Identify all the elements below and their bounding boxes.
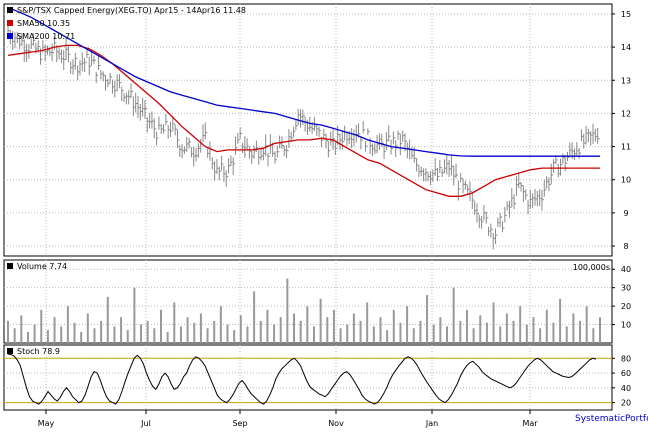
- price-legend-swatch: [7, 7, 13, 13]
- price-ytick-label: 12: [621, 109, 631, 118]
- x-tick-label: May: [38, 419, 55, 428]
- price-ytick-label: 13: [621, 76, 631, 85]
- price-legend-label: SMA50 10.35: [17, 19, 70, 28]
- stoch-ytick-label: 60: [621, 369, 631, 378]
- volume-legend-label: Volume 7.74: [17, 262, 67, 271]
- x-tick-label: Mar: [522, 419, 538, 428]
- volume-ytick-label: 20: [621, 302, 631, 311]
- volume-panel: 10 20 30 40 Volume 7.74 100,000s: [3, 259, 631, 344]
- price-panel: 8 9 10 11 12 13 14 15 S&P/TSX Capped Energy(XEG.…: [3, 3, 631, 257]
- price-ytick-label: 8: [623, 242, 628, 251]
- price-ytick-label: 14: [621, 43, 631, 52]
- stochastic-panel: 20 40 60 80 Stoch 78.9: [3, 344, 631, 411]
- price-legend-label: SMA200 10.71: [17, 32, 75, 41]
- series-line-sma200: [7, 6, 600, 157]
- stoch-ytick-label: 80: [621, 354, 631, 363]
- price-legend-swatch: [7, 20, 13, 26]
- price-ytick-label: 15: [621, 10, 631, 19]
- x-tick-label: Nov: [328, 419, 344, 428]
- brand-label: SystematicPortfolio: [575, 414, 648, 424]
- volume-unit-label: 100,000s: [573, 263, 610, 272]
- volume-ytick-label: 40: [621, 265, 631, 274]
- stoch-ytick-label: 40: [621, 384, 631, 393]
- volume-legend-swatch: [7, 263, 13, 269]
- price-frame: [3, 3, 613, 257]
- stoch-ytick-label: 20: [621, 399, 631, 408]
- x-tick-label: Jul: [140, 419, 151, 428]
- price-legend-swatch: [7, 33, 13, 39]
- stoch-frame: [3, 344, 613, 411]
- stoch-legend-label: Stoch 78.9: [17, 347, 60, 356]
- stoch-legend-swatch: [7, 348, 13, 354]
- x-tick-label: Jan: [425, 419, 438, 428]
- volume-ytick-label: 30: [621, 284, 631, 293]
- x-tick-label: Sep: [232, 419, 247, 428]
- price-ytick-label: 10: [621, 176, 631, 185]
- price-legend-label: S&P/TSX Capped Energy(XEG.TO) Apr15 - 14…: [17, 6, 246, 15]
- volume-ytick-label: 10: [621, 321, 631, 330]
- series-line-stoch: [7, 353, 597, 405]
- price-ytick-label: 11: [621, 143, 631, 152]
- price-ytick-label: 9: [623, 209, 628, 218]
- series-line-sma50: [7, 44, 600, 197]
- x-axis: May Jul Sep Nov Jan Mar: [38, 410, 538, 428]
